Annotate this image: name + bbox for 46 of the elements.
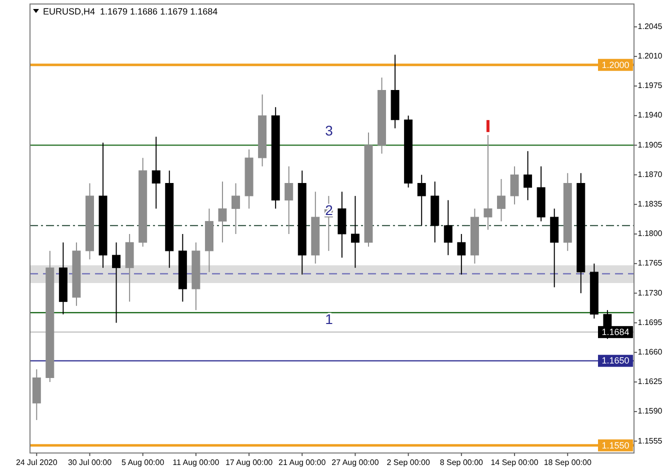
y-tick-label: 1.1870 [638, 170, 663, 179]
x-tick-label: 2 Sep 00:00 [386, 458, 430, 468]
candlestick [232, 182, 240, 234]
y-tick-label: 1.1765 [638, 258, 663, 268]
annotation: 1 [325, 311, 334, 328]
y-tick-label: 1.2010 [638, 52, 663, 61]
y-tick-label: 1.1660 [638, 347, 663, 356]
ref-line-label: 1.1650 [602, 356, 630, 366]
candlestick [284, 166, 294, 234]
y-tick-label: 1.1905 [638, 140, 663, 150]
y-tick-label: 1.1695 [638, 318, 663, 327]
annotation: 3 [325, 122, 334, 139]
y-tick-label: 1.1730 [638, 288, 663, 298]
y-tick-label: 1.1625 [638, 377, 663, 386]
chart-title: EURUSD,H4 1.1679 1.1686 1.1679 1.1684 [43, 6, 218, 16]
y-tick-label: 1.1940 [638, 110, 663, 120]
ref-line-label: 1.1550 [602, 440, 630, 450]
y-tick-label: 1.1835 [638, 200, 663, 209]
x-tick-label: 24 Jul 2020 [16, 458, 58, 468]
candlestick [510, 166, 519, 205]
candlestick [218, 181, 227, 243]
candlestick [417, 174, 426, 226]
y-tick-label: 1.2045 [638, 22, 663, 31]
x-tick-label: 17 Aug 00:00 [225, 458, 274, 468]
ref-line-label: 1.2000 [602, 60, 630, 70]
candlestick [152, 136, 160, 210]
x-tick-label: 5 Aug 00:00 [121, 458, 165, 468]
y-tick-label: 1.1590 [638, 406, 663, 416]
x-tick-label: 21 Aug 00:00 [278, 458, 326, 468]
candlestick [484, 134, 492, 230]
candlestick [444, 200, 452, 256]
x-tick-label: 18 Sep 00:00 [544, 458, 592, 468]
y-tick-label: 1.1975 [638, 81, 663, 90]
candlestick [457, 233, 466, 276]
candlestick [497, 178, 506, 222]
x-tick-label: 30 Jul 00:00 [68, 458, 112, 468]
y-tick-label: 1.1555 [638, 436, 663, 446]
x-tick-label: 11 Aug 00:00 [172, 458, 220, 468]
x-tick-label: 14 Sep 00:00 [490, 458, 539, 468]
candlestick [524, 150, 532, 201]
candlestick [112, 242, 121, 324]
x-tick-label: 8 Sep 00:00 [440, 458, 484, 468]
candlestick [351, 195, 360, 268]
x-tick-label: 27 Aug 00:00 [332, 458, 380, 468]
ref-line-label: 1.1684 [602, 326, 630, 337]
y-tick-label: 1.1800 [638, 229, 663, 238]
